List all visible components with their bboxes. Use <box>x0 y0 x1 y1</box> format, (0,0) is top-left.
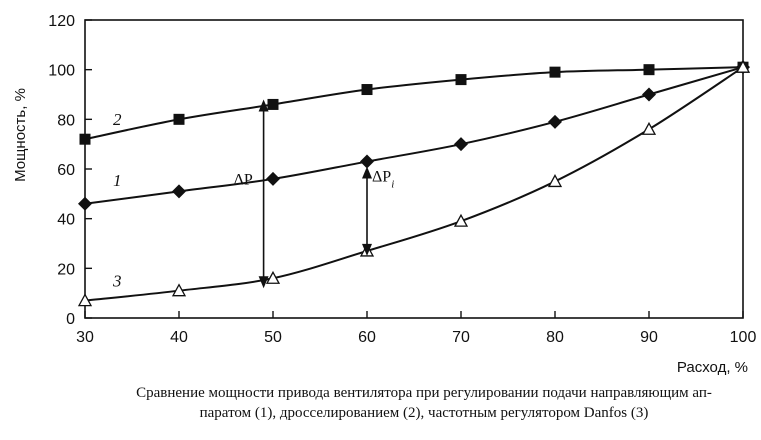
arrow-head-up <box>258 99 269 112</box>
y-tick-label: 20 <box>57 261 75 278</box>
series-layer: 1 2 3 <box>77 59 751 307</box>
data-point-diamond <box>78 196 92 211</box>
data-point-square <box>79 133 91 145</box>
annotation-subscript: i <box>391 178 394 190</box>
data-point-diamond <box>172 184 186 199</box>
data-point-square <box>173 113 185 125</box>
data-point-triangle <box>735 59 751 73</box>
series-label-1: 1 <box>113 171 122 190</box>
x-tick-label: 100 <box>730 329 757 346</box>
arrow-head-up <box>362 166 372 179</box>
x-axis-label: Расход, % <box>677 359 748 376</box>
annotation-label: ΔPi <box>372 168 394 190</box>
x-tick-label: 60 <box>358 329 376 346</box>
annotation-delta_p: ΔP <box>234 99 269 289</box>
arrow-head-down <box>258 276 269 289</box>
annotation-label: ΔP <box>234 171 253 188</box>
data-point-triangle <box>171 283 187 297</box>
annotations-layer: ΔP ΔPi <box>234 99 394 289</box>
x-tick-label: 70 <box>452 329 470 346</box>
data-point-triangle <box>265 270 281 284</box>
figure-caption: Сравнение мощности привода вентилятора п… <box>92 383 756 423</box>
y-tick-label: 0 <box>66 311 75 328</box>
y-tick-label: 60 <box>57 162 75 179</box>
x-tick-label: 40 <box>170 329 188 346</box>
x-tick-label: 30 <box>76 329 94 346</box>
y-axis-label: Мощность, % <box>12 88 29 182</box>
data-point-triangle <box>77 293 93 307</box>
caption-line-2: паратом (1), дросселированием (2), часто… <box>199 405 649 421</box>
data-point-diamond <box>266 171 280 186</box>
y-tick-label: 40 <box>57 212 75 229</box>
x-tick-label: 80 <box>546 329 564 346</box>
series-3: 3 <box>77 59 751 307</box>
data-point-square <box>361 84 373 96</box>
series-line-1 <box>84 66 744 205</box>
series-label-2: 2 <box>113 110 122 129</box>
data-point-square <box>643 64 655 76</box>
y-tick-label: 100 <box>48 63 75 80</box>
x-tick-label: 50 <box>264 329 282 346</box>
caption-line-1: Сравнение мощности привода вентилятора п… <box>136 385 712 401</box>
data-point-triangle <box>547 174 563 188</box>
series-label-3: 3 <box>112 272 122 291</box>
series-line-3 <box>84 66 744 302</box>
data-point-diamond <box>454 137 468 152</box>
arrow-head-down <box>362 243 372 256</box>
data-point-diamond <box>642 87 656 102</box>
data-point-square <box>455 74 467 86</box>
series-1: 1 <box>78 60 750 211</box>
series-line-2 <box>84 66 744 141</box>
y-tick-label: 120 <box>48 13 75 30</box>
axes: 0 20 40 60 80 100 120 30 40 50 60 70 80 90 100 <box>48 13 756 346</box>
annotation-delta_pi: ΔPi <box>362 166 394 256</box>
data-point-triangle <box>453 213 469 227</box>
y-tick-label: 80 <box>57 112 75 129</box>
data-point-triangle <box>641 121 657 135</box>
data-point-diamond <box>548 114 562 129</box>
data-point-square <box>267 98 279 110</box>
data-point-diamond <box>360 154 374 169</box>
data-point-square <box>549 66 561 78</box>
x-tick-label: 90 <box>640 329 658 346</box>
